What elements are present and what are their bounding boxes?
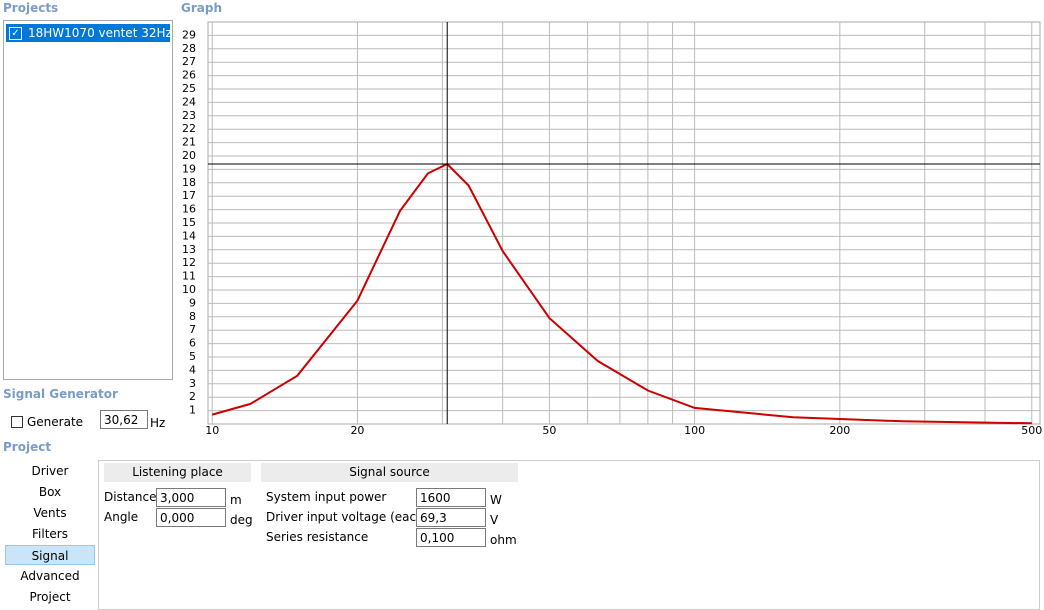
section-title: Signal source bbox=[261, 463, 518, 482]
y-tick-label: 3 bbox=[189, 377, 196, 390]
field-label: Distance bbox=[104, 490, 157, 504]
y-tick-label: 15 bbox=[182, 216, 196, 229]
project-name: 18HW1070 ventet 32Hz bbox=[28, 26, 172, 40]
project-item[interactable]: ✓ 18HW1070 ventet 32Hz bbox=[6, 24, 172, 42]
y-tick-label: 6 bbox=[189, 337, 196, 350]
field-label: Angle bbox=[104, 510, 139, 524]
y-tick-label: 12 bbox=[182, 256, 196, 269]
graph-title: Graph bbox=[181, 1, 222, 15]
frequency-input[interactable]: 30,62 bbox=[100, 410, 148, 429]
field-unit: m bbox=[230, 493, 242, 507]
curve bbox=[211, 162, 1032, 425]
tab[interactable]: Vents bbox=[33, 506, 67, 520]
field-unit: W bbox=[490, 493, 502, 507]
tab[interactable]: Advanced bbox=[20, 569, 80, 583]
y-tick-label: 24 bbox=[182, 95, 196, 108]
y-tick-label: 4 bbox=[189, 363, 196, 376]
y-tick-label: 17 bbox=[182, 189, 196, 202]
unit: Hz bbox=[150, 416, 166, 430]
field-unit: ohm bbox=[490, 533, 517, 547]
tab[interactable]: Project bbox=[29, 590, 71, 604]
y-tick-label: 16 bbox=[182, 203, 196, 216]
y-tick-label: 10 bbox=[182, 283, 196, 296]
y-tick-label: 28 bbox=[182, 42, 196, 55]
y-tick-label: 25 bbox=[182, 82, 196, 95]
tab[interactable]: Filters bbox=[32, 527, 68, 541]
field-label: Driver input voltage (each) bbox=[266, 510, 429, 524]
project-list: ✓ 18HW1070 ventet 32Hz bbox=[3, 20, 173, 380]
x-tick-label: 200 bbox=[829, 424, 850, 437]
panel bbox=[98, 460, 1040, 610]
tab[interactable]: Signal bbox=[5, 545, 95, 565]
field-input[interactable]: 0,000 bbox=[156, 508, 226, 527]
signal-generator-title: Signal Generator bbox=[3, 387, 118, 401]
y-tick-label: 1 bbox=[189, 404, 196, 417]
y-tick-label: 5 bbox=[189, 350, 196, 363]
projects-title: Projects bbox=[3, 1, 59, 15]
field-input[interactable]: 3,000 bbox=[156, 488, 226, 507]
y-tick-label: 27 bbox=[182, 55, 196, 68]
y-tick-label: 13 bbox=[182, 243, 196, 256]
y-tick-label: 14 bbox=[182, 229, 196, 242]
y-tick-label: 8 bbox=[189, 310, 196, 323]
y-tick-label: 22 bbox=[182, 122, 196, 135]
y-tick-label: 9 bbox=[189, 296, 196, 309]
field-unit: deg bbox=[230, 513, 253, 527]
x-tick-label: 100 bbox=[684, 424, 705, 437]
y-tick-label: 18 bbox=[182, 176, 196, 189]
y-tick-label: 7 bbox=[189, 323, 196, 336]
y-tick-label: 11 bbox=[182, 270, 196, 283]
chart: 1234567891011121314151617181920212223242… bbox=[182, 21, 1042, 437]
generate-label[interactable]: Generate bbox=[27, 415, 84, 429]
section-title: Listening place bbox=[104, 463, 251, 482]
field-label: Series resistance bbox=[266, 530, 369, 544]
field-label: System input power bbox=[266, 490, 387, 504]
field-input[interactable]: 0,100 bbox=[416, 528, 486, 547]
y-tick-label: 20 bbox=[182, 149, 196, 162]
x-tick-label: 50 bbox=[542, 424, 556, 437]
tab[interactable]: Box bbox=[38, 485, 62, 499]
y-tick-label: 19 bbox=[182, 162, 196, 175]
checkbox[interactable] bbox=[11, 416, 23, 428]
y-tick-label: 21 bbox=[182, 136, 196, 149]
y-tick-label: 23 bbox=[182, 109, 196, 122]
project-title: Project bbox=[3, 440, 52, 454]
x-tick-label: 20 bbox=[350, 424, 364, 437]
y-tick-label: 26 bbox=[182, 69, 196, 82]
y-tick-label: 29 bbox=[182, 28, 196, 41]
tab[interactable]: Driver bbox=[31, 464, 69, 478]
field-input[interactable]: 69,3 bbox=[416, 508, 486, 527]
x-tick-label: 500 bbox=[1021, 424, 1042, 437]
checkbox[interactable]: ✓ bbox=[9, 27, 22, 40]
x-tick-label: 10 bbox=[205, 424, 219, 437]
y-tick-label: 2 bbox=[189, 390, 196, 403]
field-input[interactable]: 1600 bbox=[416, 488, 486, 507]
field-unit: V bbox=[490, 513, 499, 527]
